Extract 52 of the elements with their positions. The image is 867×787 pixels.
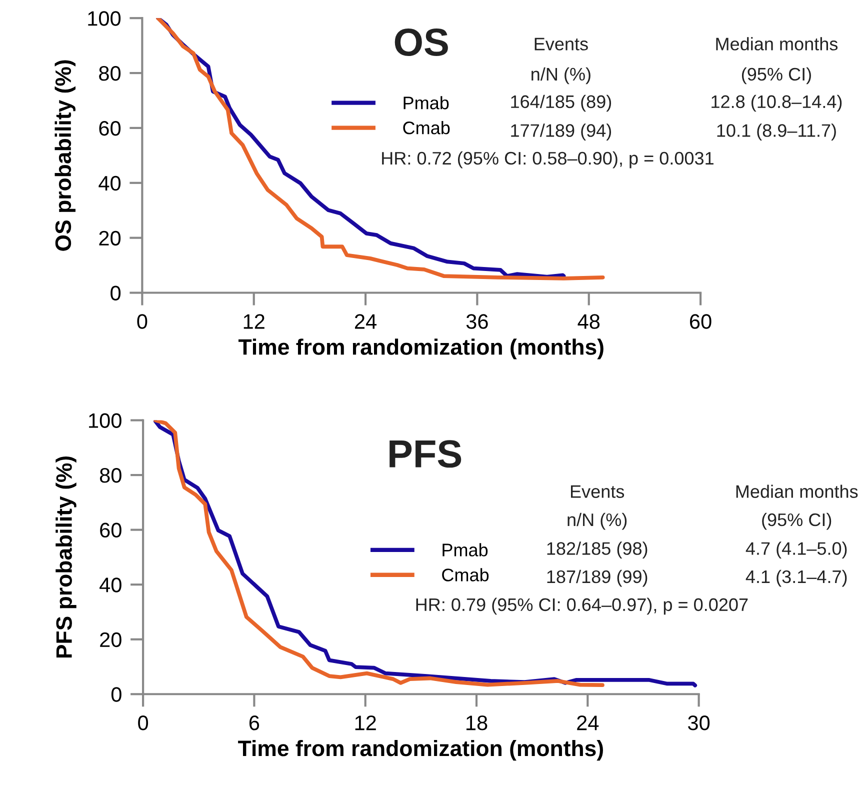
x-tick-label: 0 [138, 716, 148, 730]
text: 10.1 (8.9–11.7) [717, 124, 836, 140]
x-tick-label: 24 [577, 716, 599, 730]
text: 4.1 (3.1–4.7) [746, 570, 847, 587]
x-tick-label: 12 [244, 314, 264, 329]
legend-label: Pmab [404, 96, 449, 110]
chart-title: OS [394, 28, 448, 56]
text: 4.7 (4.1–5.0) [746, 542, 847, 558]
legend-label: Pmab [442, 543, 488, 556]
text: (95% CI) [742, 67, 811, 84]
y-axis-title: OS probability (%) [54, 60, 76, 251]
text: Median months [736, 484, 858, 498]
x-tick-label: 36 [466, 314, 488, 329]
y-tick-label: 0 [110, 286, 121, 301]
x-tick-label: 18 [466, 716, 488, 730]
x-tick-label: 0 [137, 314, 148, 329]
x-tick-label: 30 [688, 716, 710, 730]
y-tick-label: 20 [99, 230, 121, 246]
y-tick-label: 80 [100, 468, 122, 483]
text: 12.8 (10.8–14.4) [712, 94, 842, 112]
y-tick-label: 40 [100, 578, 122, 592]
x-tick-label: 24 [354, 314, 377, 329]
x-tick-label: 48 [578, 314, 600, 329]
text: Median months [716, 37, 838, 50]
x-axis-title: Time from randomization (months) [238, 740, 603, 761]
x-tick-label: 12 [355, 716, 376, 730]
annotation: n/N (%) [532, 67, 590, 84]
chart-title: PFS [390, 440, 462, 468]
annotation: 187/189 (99) [547, 570, 648, 587]
annotation: 177/189 (94) [511, 124, 612, 140]
annotation: n/N (%) [568, 512, 627, 530]
annotation: HR: 0.79 (95% CI: 0.64–0.97), p = 0.0207 [416, 598, 748, 615]
y-tick-label: 60 [99, 120, 121, 136]
annotation: 182/185 (98) [547, 542, 648, 558]
y-tick-label: 20 [100, 632, 122, 648]
y-tick-label: 60 [100, 522, 122, 538]
legend-label: Cmab [403, 121, 450, 134]
annotation: Events [534, 38, 588, 50]
y-tick-label: 40 [98, 176, 121, 191]
x-tick-label: 6 [249, 716, 260, 730]
y-axis-title: PFS probability (%) [56, 456, 76, 658]
legend-label: Cmab [442, 568, 489, 582]
x-axis-title: Time from randomization (months) [238, 338, 604, 360]
y-tick-label: 0 [111, 687, 122, 702]
y-tick-label: 80 [99, 66, 121, 81]
text: (95% CI) [762, 512, 832, 530]
x-tick-label: 60 [690, 314, 712, 329]
annotation: Events [570, 485, 624, 498]
y-tick-label: 100 [88, 11, 121, 26]
y-tick-label: 100 [89, 413, 122, 428]
annotation: 164/185 (89) [511, 94, 612, 112]
annotation: HR: 0.72 (95% CI: 0.58–0.90), p = 0.0031 [382, 151, 714, 168]
